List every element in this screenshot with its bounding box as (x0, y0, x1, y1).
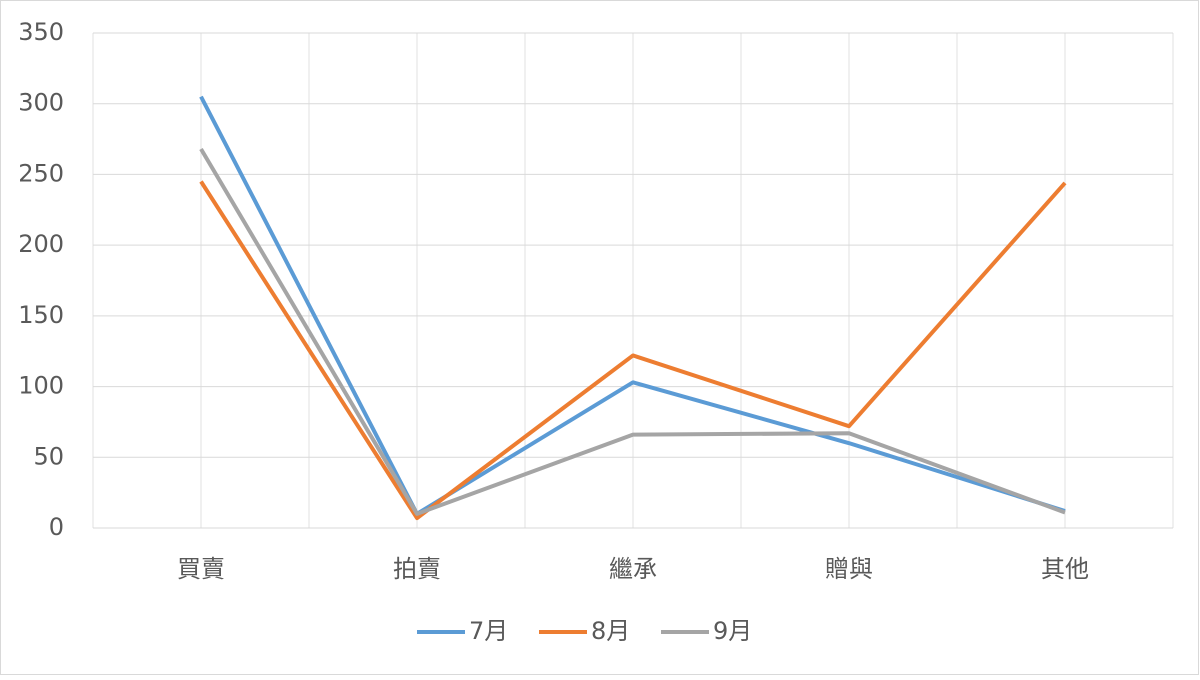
x-tick-label: 贈與 (825, 555, 873, 583)
legend-label: 8月 (591, 617, 630, 645)
legend-label: 7月 (469, 617, 508, 645)
y-tick-label: 150 (18, 301, 64, 329)
x-tick-label: 拍賣 (393, 555, 441, 583)
series-line (199, 180, 1067, 521)
y-tick-label: 100 (18, 372, 64, 400)
y-tick-label: 50 (33, 442, 64, 470)
series-line (199, 147, 1066, 516)
y-tick-label: 300 (18, 89, 64, 117)
y-tick-label: 200 (18, 230, 64, 258)
x-tick-label: 繼承 (609, 555, 657, 583)
y-tick-label: 350 (18, 18, 64, 46)
x-tick-label: 買賣 (177, 555, 225, 583)
series-line (199, 95, 1066, 516)
y-tick-label: 250 (18, 159, 64, 187)
y-tick-label: 0 (49, 513, 64, 541)
x-tick-label: 其他 (1041, 555, 1089, 583)
legend-label: 9月 (713, 617, 752, 645)
